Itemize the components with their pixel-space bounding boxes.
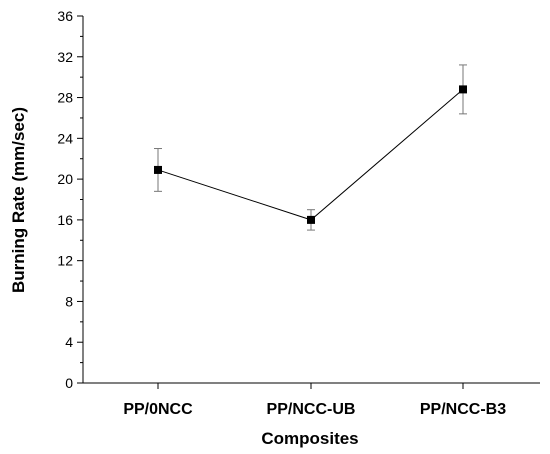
y-tick-label: 16	[57, 212, 73, 228]
series-line	[157, 89, 464, 221]
x-category-label: PP/0NCC	[123, 401, 193, 418]
error-bars	[154, 64, 467, 231]
y-tick-label: 36	[57, 8, 73, 24]
x-category-label: PP/NCC-B3	[420, 401, 506, 418]
y-tick-label: 28	[57, 90, 73, 106]
x-axis-ticks: PP/0NCC PP/NCC-UB PP/NCC-B3	[123, 383, 506, 418]
y-tick-label: 24	[57, 130, 73, 146]
x-category-label: PP/NCC-UB	[267, 401, 356, 418]
y-axis-title: Burning Rate (mm/sec)	[9, 107, 28, 293]
y-tick-label: 32	[57, 49, 73, 65]
x-axis-title: Composites	[261, 429, 358, 448]
y-tick-label: 12	[57, 253, 73, 269]
y-tick-label: 4	[65, 334, 73, 350]
data-point	[459, 85, 467, 94]
data-markers	[154, 85, 467, 224]
data-point	[154, 165, 162, 174]
y-tick-label: 20	[57, 171, 73, 187]
y-tick-label: 0	[65, 375, 73, 391]
y-axis-ticks: 0 4 8 12 16 20 24 28 32 36	[57, 8, 83, 391]
data-point	[307, 215, 315, 224]
y-tick-label: 8	[65, 293, 73, 309]
